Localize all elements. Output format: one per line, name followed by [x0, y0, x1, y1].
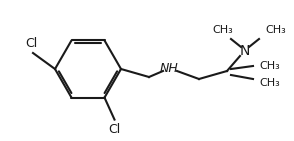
- Text: CH₃: CH₃: [213, 25, 233, 35]
- Text: Cl: Cl: [108, 123, 121, 136]
- Text: N: N: [240, 44, 250, 58]
- Text: CH₃: CH₃: [265, 25, 286, 35]
- Text: CH₃: CH₃: [259, 61, 280, 71]
- Text: NH: NH: [160, 62, 178, 75]
- Text: Cl: Cl: [25, 37, 37, 50]
- Text: CH₃: CH₃: [259, 78, 280, 88]
